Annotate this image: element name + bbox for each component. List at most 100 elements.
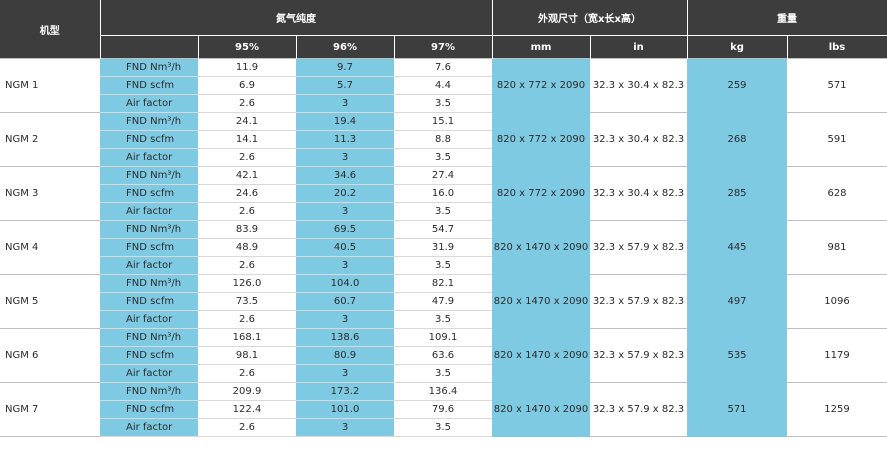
model-name: NGM 3 (0, 166, 100, 221)
table-row: FND scfm 14.1 11.3 8.8 (0, 130, 887, 149)
header-lbs: lbs (787, 35, 887, 59)
value-96: 3 (296, 310, 394, 329)
table-row: NGM 4 FND Nm³/h 83.9 69.5 54.7 820 x 1470 x 2… (0, 220, 887, 275)
table-row: NGM 5 FND Nm³/h 126.0 104.0 82.1 820 x 1470 x… (0, 274, 887, 329)
value-95: 2.6 (198, 148, 296, 167)
weight-lbs: 591 (787, 112, 887, 167)
value-96: 3 (296, 202, 394, 221)
header-in: in (590, 35, 688, 59)
header-weight: 重量 (687, 0, 887, 36)
table-row: FND scfm 24.6 20.2 16.0 (0, 184, 887, 203)
size-in: 32.3 x 57.9 x 82.3 (590, 274, 687, 329)
metric-label: Air factor (100, 256, 198, 275)
size-mm: 820 x 1470 x 2090 (492, 220, 590, 275)
metric-label: FND scfm (100, 76, 198, 95)
value-96: 3 (296, 94, 394, 113)
value-95: 24.6 (198, 184, 296, 203)
weight-lbs: 981 (787, 220, 887, 275)
metric-label: FND Nm³/h (100, 112, 198, 131)
value-95: 2.6 (198, 310, 296, 329)
table-row: FND scfm 122.4 101.0 79.6 (0, 400, 887, 419)
value-97: 82.1 (394, 274, 492, 293)
weight-kg: 285 (687, 166, 787, 221)
weight-kg: 445 (687, 220, 787, 275)
value-95: 2.6 (198, 256, 296, 275)
value-95: 14.1 (198, 130, 296, 149)
value-96: 9.7 (296, 58, 394, 77)
metric-label: FND scfm (100, 292, 198, 311)
value-97: 3.5 (394, 148, 492, 167)
value-97: 3.5 (394, 364, 492, 383)
weight-lbs: 628 (787, 166, 887, 221)
size-in: 32.3 x 57.9 x 82.3 (590, 382, 687, 437)
weight-lbs: 1096 (787, 274, 887, 329)
table-row: NGM 6 FND Nm³/h 168.1 138.6 109.1 820 x 1470 … (0, 328, 887, 383)
metric-label: FND scfm (100, 184, 198, 203)
value-95: 48.9 (198, 238, 296, 257)
size-mm: 820 x 1470 x 2090 (492, 328, 590, 383)
value-97: 79.6 (394, 400, 492, 419)
value-96: 3 (296, 148, 394, 167)
value-95: 2.6 (198, 202, 296, 221)
weight-lbs: 571 (787, 58, 887, 113)
size-in: 32.3 x 57.9 x 82.3 (590, 328, 687, 383)
size-mm: 820 x 1470 x 2090 (492, 382, 590, 437)
value-95: 2.6 (198, 418, 296, 437)
value-96: 69.5 (296, 220, 394, 239)
value-95: 2.6 (198, 94, 296, 113)
model-name: NGM 2 (0, 112, 100, 167)
table-row: Air factor 2.6 3 3.5 (0, 310, 887, 329)
value-95: 2.6 (198, 364, 296, 383)
metric-label: Air factor (100, 148, 198, 167)
value-95: 24.1 (198, 112, 296, 131)
header-96: 96% (296, 35, 395, 59)
value-97: 31.9 (394, 238, 492, 257)
table-row: NGM 2 FND Nm³/h 24.1 19.4 15.1 820 x 772 x 20… (0, 112, 887, 167)
value-96: 101.0 (296, 400, 394, 419)
weight-kg: 571 (687, 382, 787, 437)
model-name: NGM 4 (0, 220, 100, 275)
metric-label: Air factor (100, 202, 198, 221)
value-95: 98.1 (198, 346, 296, 365)
header-model: 机型 (0, 0, 101, 59)
metric-label: FND scfm (100, 400, 198, 419)
table-row: Air factor 2.6 3 3.5 (0, 148, 887, 167)
metric-label: FND scfm (100, 346, 198, 365)
header-mm: mm (492, 35, 591, 59)
value-97: 7.6 (394, 58, 492, 77)
table-row: Air factor 2.6 3 3.5 (0, 202, 887, 221)
value-96: 20.2 (296, 184, 394, 203)
weight-lbs: 1179 (787, 328, 887, 383)
value-95: 11.9 (198, 58, 296, 77)
value-96: 19.4 (296, 112, 394, 131)
size-mm: 820 x 772 x 2090 (492, 166, 590, 221)
table-row: FND scfm 98.1 80.9 63.6 (0, 346, 887, 365)
weight-lbs: 1259 (787, 382, 887, 437)
table-row: Air factor 2.6 3 3.5 (0, 256, 887, 275)
value-96: 60.7 (296, 292, 394, 311)
value-97: 27.4 (394, 166, 492, 185)
value-97: 3.5 (394, 310, 492, 329)
metric-label: FND Nm³/h (100, 166, 198, 185)
value-96: 3 (296, 256, 394, 275)
size-in: 32.3 x 30.4 x 82.3 (590, 112, 687, 167)
value-96: 80.9 (296, 346, 394, 365)
metric-label: FND Nm³/h (100, 58, 198, 77)
value-97: 136.4 (394, 382, 492, 401)
header-97: 97% (394, 35, 493, 59)
size-mm: 820 x 1470 x 2090 (492, 274, 590, 329)
size-in: 32.3 x 30.4 x 82.3 (590, 166, 687, 221)
table-header: 机型 氮气纯度 外观尺寸（宽x长x高） 重量 95% 96% 97% mm in… (0, 0, 887, 59)
value-96: 11.3 (296, 130, 394, 149)
size-in: 32.3 x 30.4 x 82.3 (590, 58, 687, 113)
table-body: NGM 1 FND Nm³/h 11.9 9.7 7.6 820 x 772 x 2090… (0, 58, 887, 437)
value-97: 63.6 (394, 346, 492, 365)
value-95: 126.0 (198, 274, 296, 293)
metric-label: Air factor (100, 94, 198, 113)
metric-label: FND scfm (100, 130, 198, 149)
value-95: 73.5 (198, 292, 296, 311)
value-97: 16.0 (394, 184, 492, 203)
metric-label: FND Nm³/h (100, 382, 198, 401)
value-95: 209.9 (198, 382, 296, 401)
model-name: NGM 6 (0, 328, 100, 383)
